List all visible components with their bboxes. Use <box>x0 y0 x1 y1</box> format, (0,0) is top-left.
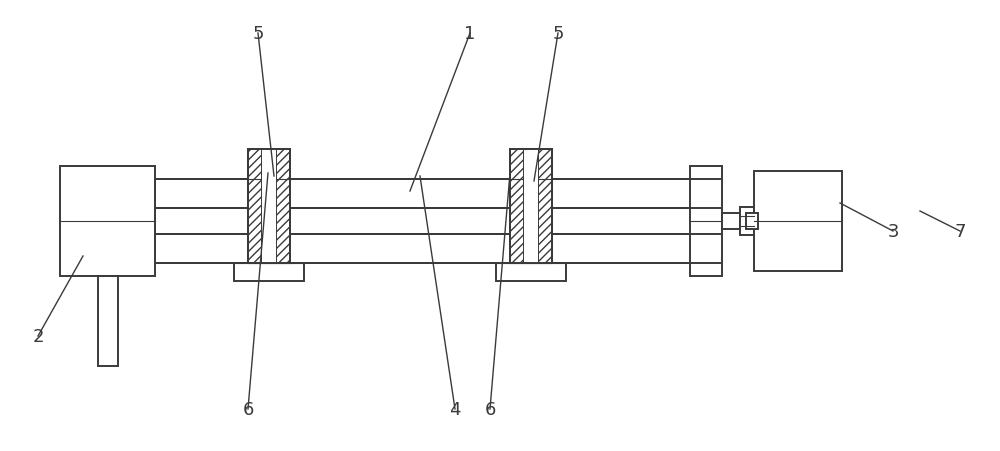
Text: 6: 6 <box>484 400 496 418</box>
Text: 2: 2 <box>32 327 44 345</box>
Bar <box>248 150 290 263</box>
Bar <box>60 166 155 276</box>
Bar <box>754 172 842 272</box>
Bar <box>740 207 754 235</box>
Bar <box>248 150 262 263</box>
Bar <box>496 263 566 281</box>
Bar <box>248 150 290 263</box>
Text: 1: 1 <box>464 25 476 43</box>
Bar <box>262 150 276 263</box>
Text: 3: 3 <box>887 222 899 240</box>
Text: 7: 7 <box>954 222 966 240</box>
Bar <box>276 150 290 263</box>
Bar <box>722 213 740 230</box>
Bar <box>98 276 118 366</box>
Bar <box>155 179 720 208</box>
Text: 5: 5 <box>252 25 264 43</box>
Bar <box>510 150 552 263</box>
Text: 5: 5 <box>552 25 564 43</box>
Bar <box>234 263 304 281</box>
Bar <box>538 150 552 263</box>
Bar <box>690 166 722 276</box>
Bar <box>746 213 758 230</box>
Bar <box>510 150 552 263</box>
Bar <box>155 235 720 263</box>
Text: 4: 4 <box>449 400 461 418</box>
Text: 6: 6 <box>242 400 254 418</box>
Bar <box>510 150 524 263</box>
Bar <box>155 208 720 235</box>
Bar <box>524 150 538 263</box>
